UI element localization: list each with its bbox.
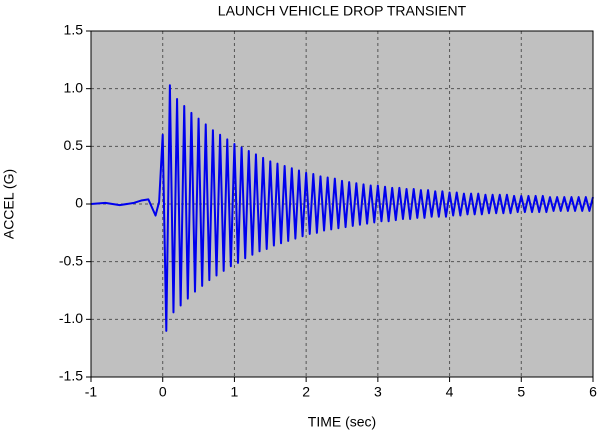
y-tick-label: 0.5 (64, 137, 84, 153)
x-axis-label: TIME (sec) (308, 414, 376, 430)
x-tick-label: 4 (446, 384, 454, 400)
y-tick-label: -1.0 (59, 310, 83, 326)
y-tick-label: 1.5 (64, 22, 84, 38)
y-tick-label: -1.5 (59, 368, 83, 384)
x-tick-label: 1 (231, 384, 239, 400)
x-tick-label: 5 (517, 384, 525, 400)
x-tick-label: 6 (589, 384, 597, 400)
y-tick-label: 1.0 (64, 79, 84, 95)
data-line (90, 84, 594, 332)
y-tick-label: 0 (75, 195, 83, 211)
y-tick-label: -0.5 (59, 252, 83, 268)
x-tick-label: 2 (302, 384, 310, 400)
x-tick-label: -1 (85, 384, 98, 400)
chart-title: LAUNCH VEHICLE DROP TRANSIENT (218, 3, 467, 19)
y-axis-label: ACCEL (G) (1, 169, 17, 239)
x-tick-label: 0 (159, 384, 167, 400)
plot-border (90, 30, 594, 378)
x-tick-label: 3 (374, 384, 382, 400)
